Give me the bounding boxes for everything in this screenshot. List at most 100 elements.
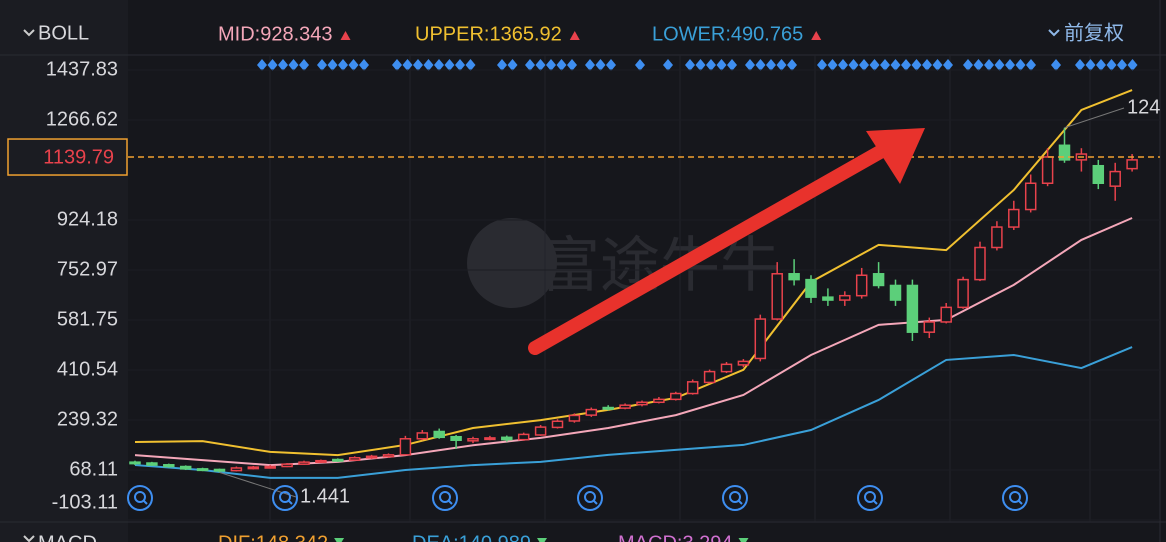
candle-body (839, 294, 851, 301)
candle-body (365, 455, 378, 459)
signal-diamond (359, 59, 369, 71)
event-icon-tail (737, 499, 743, 505)
y-tick-label: 1437.83 (46, 58, 118, 80)
candle-body (923, 321, 936, 333)
candle-body (1024, 182, 1037, 211)
candle-body (484, 437, 496, 441)
event-icon-tail (872, 499, 878, 505)
event-icon-tail (287, 499, 293, 505)
candle-body (957, 278, 969, 309)
footer-indicator[interactable]: MACD (38, 532, 97, 542)
signal-diamond (859, 59, 869, 71)
candle-body (568, 414, 581, 422)
y-tick-label: 68.11 (69, 458, 118, 480)
signal-diamond (444, 59, 455, 71)
candle-body (467, 438, 479, 442)
chevron[interactable] (23, 535, 35, 542)
footer-entry: MACD:3.294 (618, 532, 733, 542)
event-icon (272, 485, 298, 511)
signal-diamond (685, 59, 695, 71)
candle-body (196, 468, 209, 472)
candle-body (636, 401, 648, 406)
legend-entry: LOWER:490.765 (652, 23, 803, 45)
candle-body (348, 457, 361, 461)
signal-diamond (776, 59, 787, 71)
signal-diamond (402, 59, 413, 71)
candle-body (686, 381, 699, 395)
candle-body (163, 464, 175, 468)
candle-body (805, 278, 817, 298)
signal-diamond (838, 59, 848, 71)
event-icon (127, 485, 153, 511)
candle-body (264, 465, 276, 469)
event-icon-inner (1009, 491, 1021, 503)
chevron[interactable] (1048, 29, 1060, 37)
candle-body (281, 463, 293, 468)
signal-diamond (963, 59, 973, 71)
candle-body (416, 432, 429, 440)
signal-diamond (585, 59, 595, 71)
chevron[interactable] (23, 29, 35, 37)
event-icon (857, 485, 883, 511)
signal-diamond (695, 59, 706, 71)
watermark-logo (467, 218, 557, 308)
signal-diamond (1085, 59, 1096, 71)
candle-body (332, 458, 344, 462)
signal-diamond (984, 59, 994, 71)
signal-diamond (716, 59, 727, 71)
candle-body (1126, 159, 1138, 170)
candle-body (230, 467, 243, 472)
event-icon-inner (134, 491, 146, 503)
event-icon (577, 485, 603, 511)
signal-diamond (317, 59, 327, 71)
last-price-box (7, 138, 128, 176)
signal-diamond (706, 59, 716, 71)
annotation: 124 (1127, 96, 1160, 118)
signal-diamond (727, 59, 737, 71)
candle-body (315, 459, 327, 463)
signal-diamond (507, 59, 518, 71)
event-icon-inner (439, 491, 451, 503)
annotation: 1.441 (300, 485, 350, 507)
candle-body (129, 461, 141, 465)
signal-diamond (567, 59, 577, 71)
signal-diamond (1015, 59, 1026, 71)
candle-body (1092, 164, 1105, 184)
candle-body (906, 284, 919, 333)
candle-body (247, 466, 260, 470)
down-marker (536, 538, 547, 542)
candle-body (1008, 208, 1020, 228)
candle-body (788, 273, 800, 281)
candle-body (551, 420, 564, 429)
signal-diamond (1026, 59, 1036, 71)
indicator-name[interactable]: BOLL (38, 22, 89, 44)
signal-diamond (766, 59, 776, 71)
up-marker (569, 31, 580, 40)
y-tick-label: -103.11 (52, 491, 118, 513)
down-marker (334, 538, 345, 542)
watermark: 富途牛牛 (540, 232, 780, 299)
signal-diamond (546, 59, 556, 71)
event-icon-inner (864, 491, 876, 503)
trend-arrow-head (866, 128, 925, 184)
signal-diamond (911, 59, 922, 71)
candle-body (619, 404, 631, 409)
event-icon-tail (142, 499, 148, 505)
signal-diamond (257, 59, 267, 71)
y-tick-label: 581.75 (57, 308, 118, 330)
adjust-label[interactable]: 前复权 (1064, 21, 1124, 44)
y-tick-label: 752.97 (57, 258, 118, 280)
candle-body (720, 363, 733, 373)
signal-diamond (848, 59, 859, 71)
signal-diamond (595, 59, 606, 71)
signal-diamond (278, 59, 288, 71)
candle-body (399, 438, 412, 456)
candle-body (1058, 144, 1071, 161)
signal-diamond (869, 59, 880, 71)
candle-body (517, 433, 530, 441)
candle-body (179, 465, 192, 470)
y-tick-label: 924.18 (57, 208, 118, 230)
signal-diamond (890, 59, 901, 71)
candle-body (585, 408, 598, 416)
